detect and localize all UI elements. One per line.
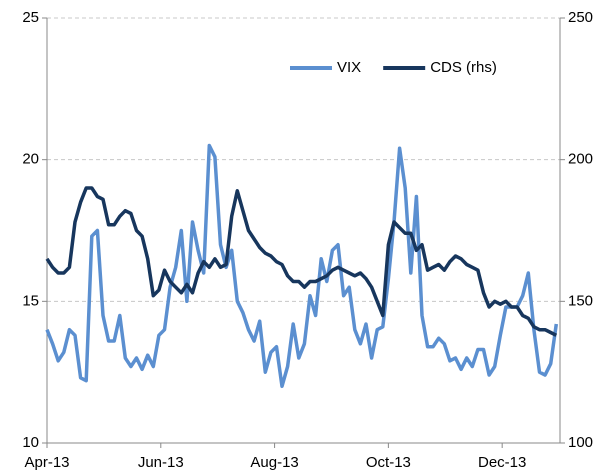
y2-tick-label: 200 xyxy=(568,151,593,168)
y-tick-label: 15 xyxy=(22,292,39,309)
x-tick-label: Aug-13 xyxy=(250,454,298,471)
x-tick-label: Apr-13 xyxy=(24,454,69,471)
y2-tick-label: 250 xyxy=(568,9,593,26)
y2-tick-label: 100 xyxy=(568,434,593,451)
x-tick-label: Oct-13 xyxy=(366,454,411,471)
legend-label: CDS (rhs) xyxy=(430,59,497,76)
y2-tick-label: 150 xyxy=(568,292,593,309)
series-line xyxy=(45,186,558,337)
y-tick-label: 20 xyxy=(22,151,39,168)
legend-label: VIX xyxy=(337,59,361,76)
y-tick-label: 25 xyxy=(22,9,39,26)
y-tick-label: 10 xyxy=(22,434,39,451)
x-tick-label: Dec-13 xyxy=(478,454,526,471)
x-tick-label: Jun-13 xyxy=(138,454,184,471)
series-line xyxy=(45,143,559,389)
